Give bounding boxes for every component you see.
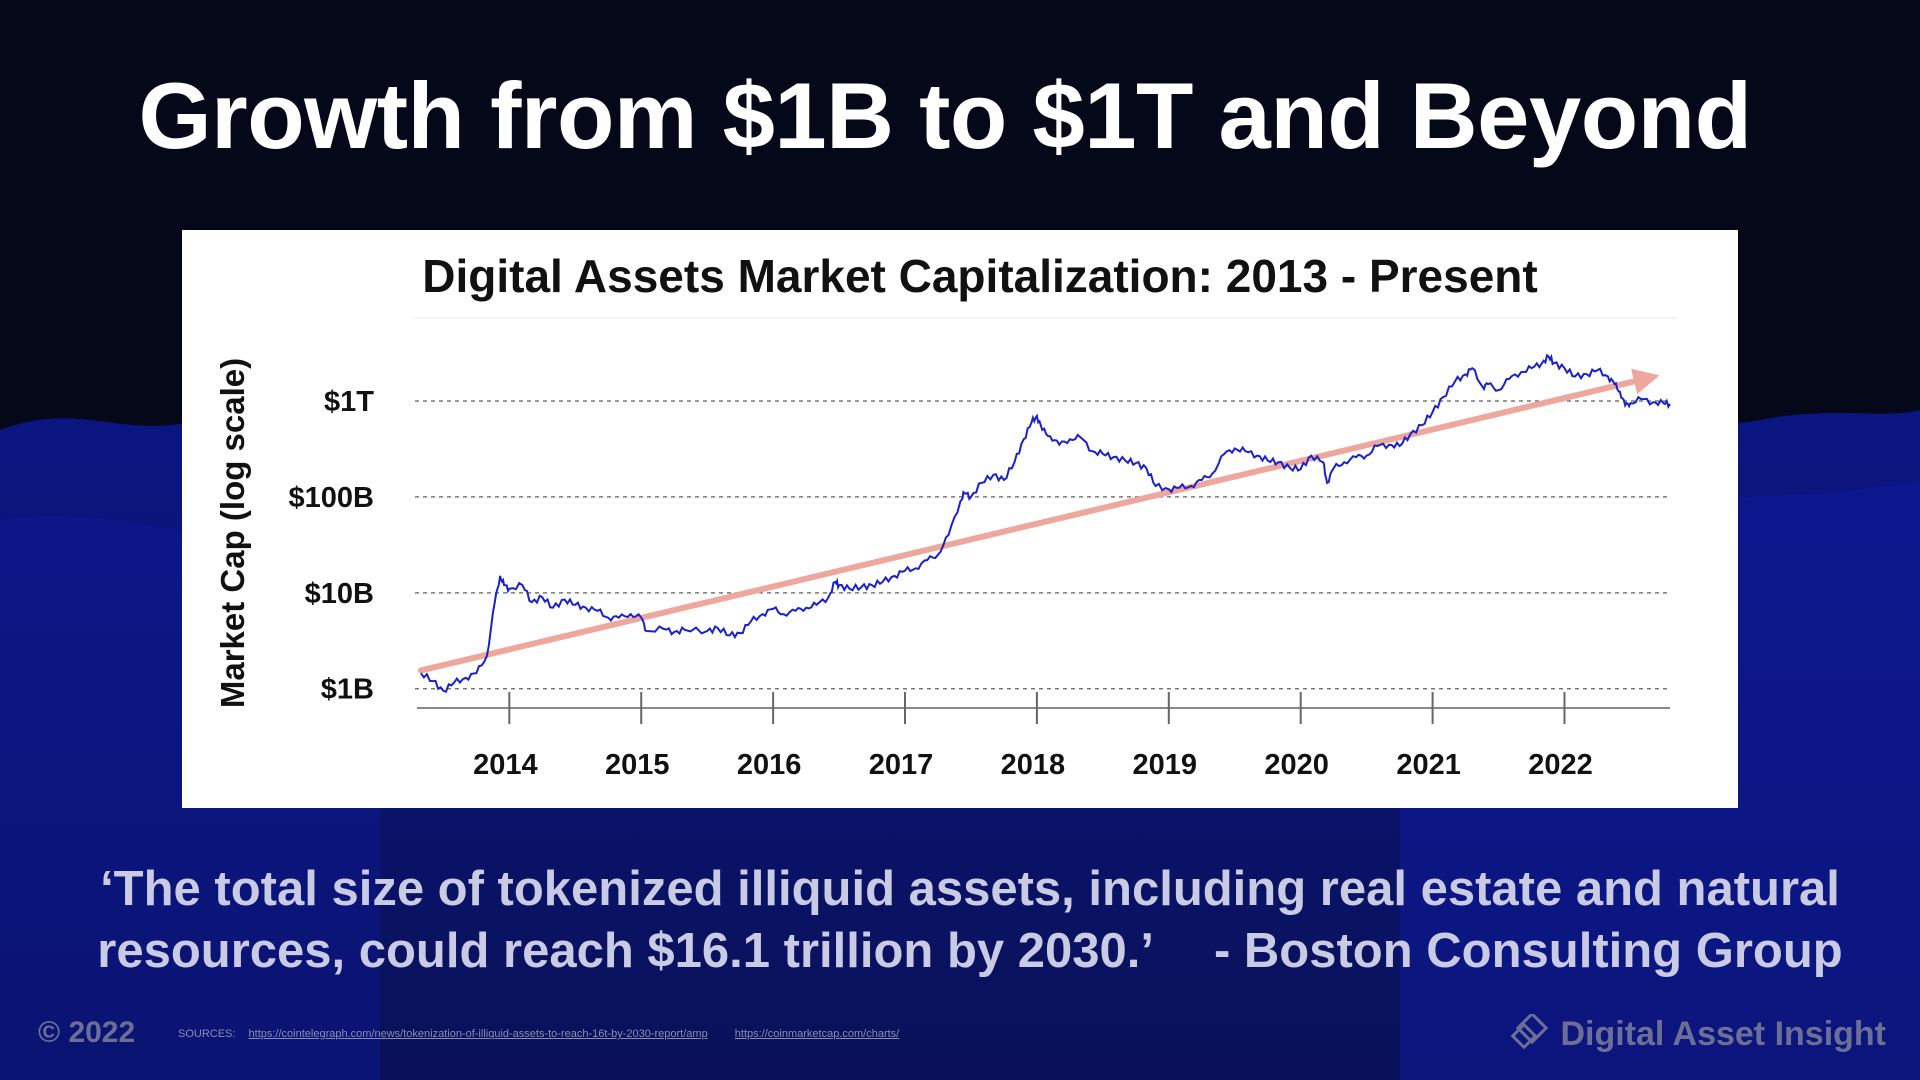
trend-line [417,378,1638,674]
sources-label: SOURCES: [178,1028,236,1040]
trend-arrow [417,368,1660,674]
quote-block: ‘The total size of tokenized illiquid as… [60,858,1880,982]
chart-panel: Digital Assets Market Capitalization: 20… [182,230,1738,808]
x-tick-label: 2019 [1133,749,1198,781]
chart-title: Digital Assets Market Capitalization: 20… [422,250,1537,302]
y-tick-label: $1T [324,386,374,418]
diamond-tag-icon [1511,1014,1549,1050]
trend-arrowhead [1631,368,1660,395]
quote-text-2: resources, could reach $16.1 trillion by… [97,924,1154,978]
x-tick-label: 2022 [1528,749,1593,781]
market-cap-chart: Digital Assets Market Capitalization: 20… [214,250,1678,781]
y-tick-label: $1B [321,674,374,706]
x-tick-label: 2018 [1001,749,1066,781]
x-tick-label: 2017 [869,749,934,781]
quote-attribution: - Boston Consulting Group [1213,924,1843,978]
source-link-coinmarketcap[interactable]: https://coinmarketcap.com/charts/ [734,1028,900,1040]
x-tick-label: 2015 [605,749,670,781]
y-gridlines [415,400,1670,690]
market-cap-line [420,353,1671,693]
brand-logo: Digital Asset Insight [1510,1014,1886,1054]
x-ticks: 2014 2015 2016 2017 2018 2019 2020 2021 2022 [473,692,1593,781]
x-tick-label: 2016 [737,749,802,781]
y-tick-label: $10B [305,578,374,610]
y-axis-label: Market Cap (log scale) [214,358,251,708]
sources: SOURCES: https://cointelegraph.com/news/… [178,1028,899,1040]
x-tick-label: 2020 [1264,749,1329,781]
copyright: © 2022 [38,1016,136,1049]
x-tick-label: 2014 [473,749,538,781]
brand-name: Digital Asset Insight [1560,1014,1886,1053]
source-link-cointelegraph[interactable]: https://cointelegraph.com/news/tokenizat… [248,1028,708,1040]
quote-line-2: resources, could reach $16.1 trillion by… [60,920,1880,982]
slide-headline: Growth from $1B to $1T and Beyond [138,63,1753,168]
quote-line-1: ‘The total size of tokenized illiquid as… [100,862,1840,916]
y-tick-labels: $1B $10B $100B $1T [289,386,375,706]
x-tick-label: 2021 [1396,749,1461,781]
y-tick-label: $100B [289,482,374,514]
